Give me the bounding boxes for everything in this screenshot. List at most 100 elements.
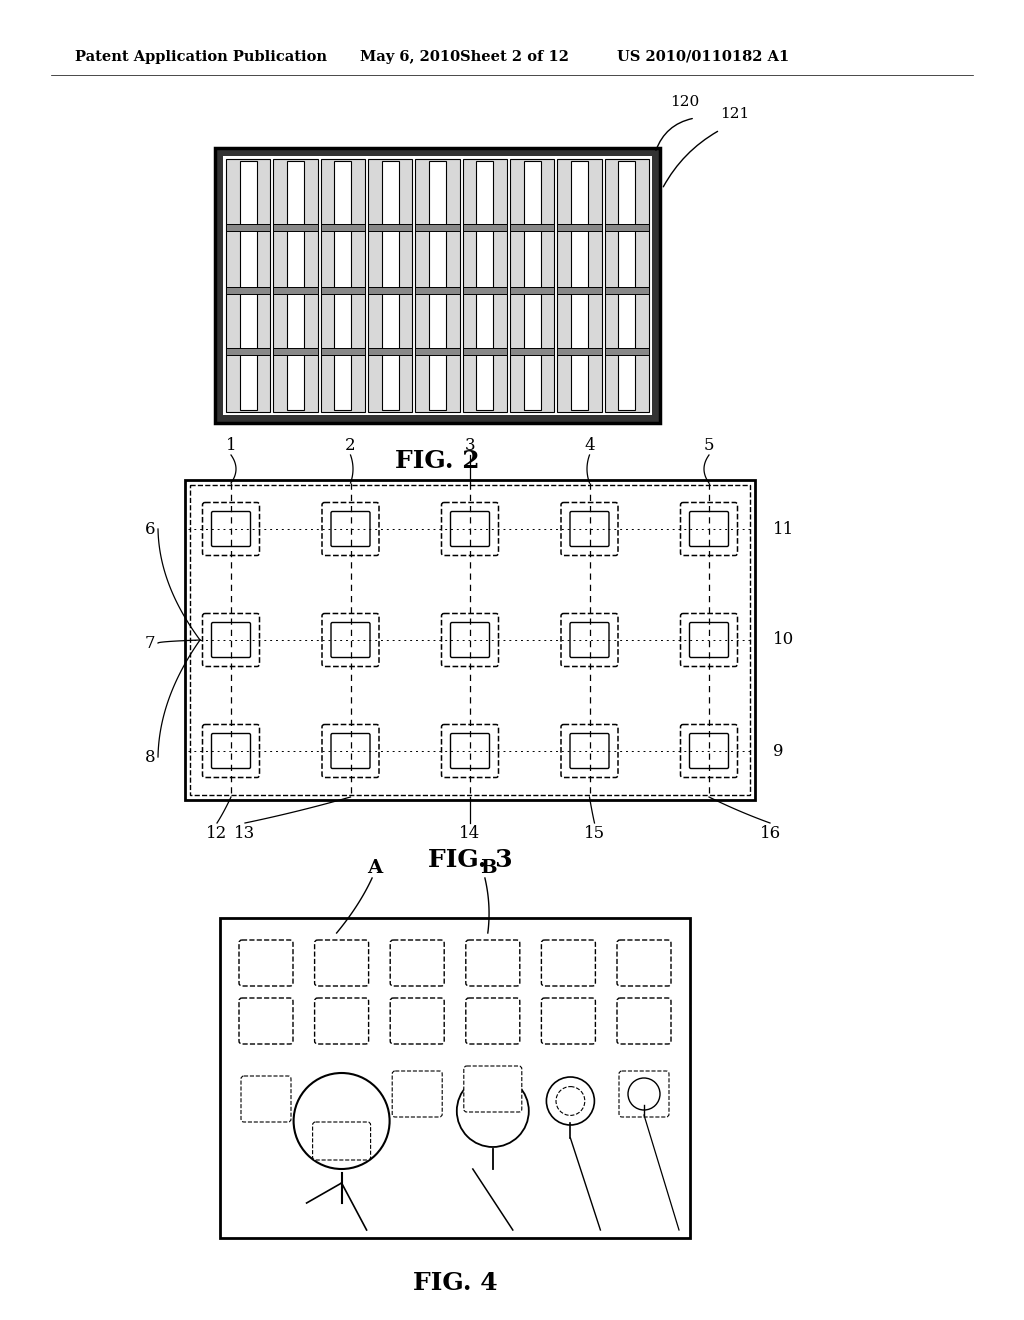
Bar bbox=[215, 148, 660, 422]
FancyBboxPatch shape bbox=[570, 511, 609, 546]
FancyBboxPatch shape bbox=[618, 1071, 669, 1117]
Text: 1: 1 bbox=[225, 437, 237, 454]
FancyBboxPatch shape bbox=[451, 511, 489, 546]
Bar bbox=[226, 224, 270, 231]
Bar bbox=[220, 917, 690, 1238]
Bar bbox=[273, 347, 317, 355]
FancyBboxPatch shape bbox=[441, 725, 499, 777]
Bar bbox=[604, 224, 649, 231]
Bar bbox=[510, 286, 554, 294]
FancyBboxPatch shape bbox=[212, 623, 251, 657]
Bar bbox=[557, 158, 602, 412]
FancyBboxPatch shape bbox=[451, 734, 489, 768]
Bar bbox=[604, 347, 649, 355]
Text: 2: 2 bbox=[345, 437, 355, 454]
Bar bbox=[463, 286, 507, 294]
Bar bbox=[618, 161, 635, 411]
FancyBboxPatch shape bbox=[451, 623, 489, 657]
FancyBboxPatch shape bbox=[322, 614, 379, 667]
Bar bbox=[510, 158, 554, 412]
Bar bbox=[429, 161, 445, 411]
Bar bbox=[382, 161, 398, 411]
Text: 13: 13 bbox=[234, 825, 256, 842]
Text: 14: 14 bbox=[460, 825, 480, 842]
Text: 7: 7 bbox=[144, 635, 155, 652]
Text: 5: 5 bbox=[703, 437, 715, 454]
Bar bbox=[223, 156, 652, 414]
Bar bbox=[190, 484, 750, 795]
Text: 9: 9 bbox=[773, 742, 783, 759]
Bar bbox=[185, 480, 755, 800]
FancyBboxPatch shape bbox=[689, 623, 728, 657]
FancyBboxPatch shape bbox=[681, 614, 737, 667]
FancyBboxPatch shape bbox=[689, 511, 728, 546]
FancyBboxPatch shape bbox=[239, 940, 293, 986]
Text: 16: 16 bbox=[760, 825, 780, 842]
Bar bbox=[273, 224, 317, 231]
Text: 120: 120 bbox=[670, 95, 699, 110]
Bar bbox=[476, 161, 494, 411]
Bar bbox=[226, 286, 270, 294]
Bar bbox=[416, 347, 460, 355]
Bar bbox=[416, 224, 460, 231]
FancyBboxPatch shape bbox=[322, 503, 379, 556]
FancyBboxPatch shape bbox=[561, 725, 618, 777]
Bar bbox=[557, 224, 602, 231]
Bar bbox=[571, 161, 588, 411]
Bar bbox=[416, 158, 460, 412]
Bar bbox=[273, 286, 317, 294]
Text: 15: 15 bbox=[584, 825, 605, 842]
Bar bbox=[463, 158, 507, 412]
Bar bbox=[321, 347, 365, 355]
Bar bbox=[226, 347, 270, 355]
FancyBboxPatch shape bbox=[312, 1122, 371, 1160]
Text: 121: 121 bbox=[720, 107, 750, 121]
Bar bbox=[368, 158, 413, 412]
FancyBboxPatch shape bbox=[561, 503, 618, 556]
FancyBboxPatch shape bbox=[681, 503, 737, 556]
FancyBboxPatch shape bbox=[331, 734, 370, 768]
FancyBboxPatch shape bbox=[390, 998, 444, 1044]
Text: FIG. 3: FIG. 3 bbox=[428, 847, 512, 873]
Bar bbox=[321, 158, 365, 412]
FancyBboxPatch shape bbox=[570, 623, 609, 657]
FancyBboxPatch shape bbox=[203, 614, 259, 667]
Bar bbox=[604, 286, 649, 294]
Bar bbox=[604, 158, 649, 412]
FancyBboxPatch shape bbox=[212, 511, 251, 546]
Text: FIG. 2: FIG. 2 bbox=[395, 449, 480, 473]
Text: 12: 12 bbox=[207, 825, 227, 842]
Bar bbox=[557, 286, 602, 294]
FancyBboxPatch shape bbox=[542, 940, 595, 986]
Text: US 2010/0110182 A1: US 2010/0110182 A1 bbox=[617, 50, 790, 63]
FancyBboxPatch shape bbox=[241, 1076, 291, 1122]
Bar bbox=[368, 286, 413, 294]
Bar bbox=[557, 347, 602, 355]
FancyBboxPatch shape bbox=[681, 725, 737, 777]
FancyBboxPatch shape bbox=[617, 940, 671, 986]
FancyBboxPatch shape bbox=[331, 511, 370, 546]
Bar bbox=[287, 161, 304, 411]
Bar bbox=[335, 161, 351, 411]
FancyBboxPatch shape bbox=[570, 734, 609, 768]
FancyBboxPatch shape bbox=[466, 998, 520, 1044]
Bar bbox=[321, 286, 365, 294]
Bar bbox=[321, 224, 365, 231]
FancyBboxPatch shape bbox=[239, 998, 293, 1044]
Text: 10: 10 bbox=[773, 631, 795, 648]
Text: Patent Application Publication: Patent Application Publication bbox=[75, 50, 327, 63]
FancyBboxPatch shape bbox=[392, 1071, 442, 1117]
Bar bbox=[416, 286, 460, 294]
FancyBboxPatch shape bbox=[314, 940, 369, 986]
FancyBboxPatch shape bbox=[441, 503, 499, 556]
FancyBboxPatch shape bbox=[212, 734, 251, 768]
FancyBboxPatch shape bbox=[617, 998, 671, 1044]
FancyBboxPatch shape bbox=[542, 998, 595, 1044]
Text: May 6, 2010: May 6, 2010 bbox=[360, 50, 460, 63]
FancyBboxPatch shape bbox=[561, 614, 618, 667]
Text: 8: 8 bbox=[144, 748, 155, 766]
Bar bbox=[240, 161, 257, 411]
FancyBboxPatch shape bbox=[203, 725, 259, 777]
Bar bbox=[510, 347, 554, 355]
FancyBboxPatch shape bbox=[203, 503, 259, 556]
